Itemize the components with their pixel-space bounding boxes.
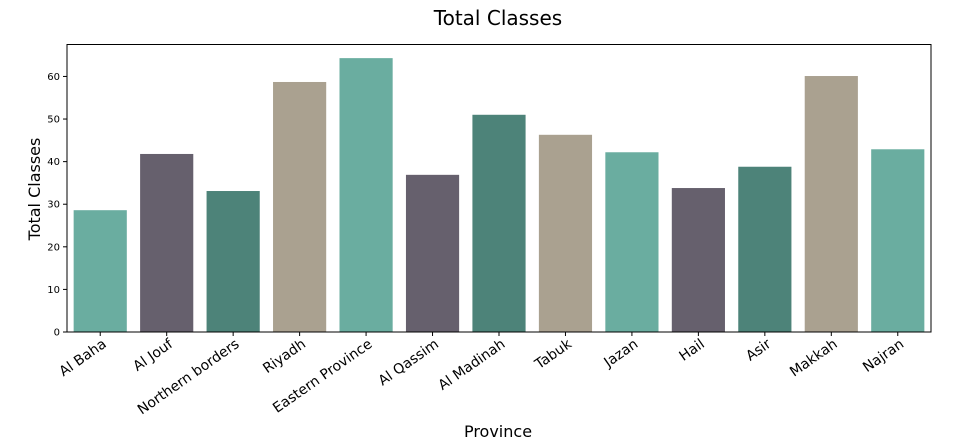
y-tick-label: 10 <box>47 285 60 296</box>
bar-northern-borders <box>206 191 260 332</box>
x-tick-label: Hail <box>676 336 707 365</box>
bar-al-qassim <box>405 174 460 332</box>
y-tick-label: 30 <box>47 200 60 211</box>
x-tick-label: Najran <box>860 336 907 376</box>
x-tick-label: Tabuk <box>531 336 575 374</box>
x-tick-label: Al Qassim <box>376 336 442 389</box>
x-tick-label: Al Madinah <box>435 336 508 394</box>
y-tick-label: 0 <box>54 328 60 339</box>
bar-al-jouf <box>140 153 194 332</box>
bar-al-madinah <box>472 114 526 333</box>
x-axis-title: Province <box>464 422 532 441</box>
bar-al-baha <box>73 210 127 332</box>
x-tick-label: Asir <box>743 336 774 364</box>
y-tick-label: 40 <box>47 157 60 168</box>
y-tick-label: 50 <box>47 115 60 126</box>
x-tick-label: Al Baha <box>56 336 109 380</box>
bar-eastern-province <box>339 58 393 332</box>
plot-frame <box>66 44 932 333</box>
y-axis-title: Total Classes <box>25 138 44 242</box>
x-tick-label: Jazan <box>600 336 641 371</box>
bar-makkah <box>804 76 858 332</box>
bar-najran <box>871 149 925 332</box>
x-tick-label: Makkah <box>787 336 840 380</box>
bar-hail <box>671 188 725 332</box>
bar-tabuk <box>538 134 593 332</box>
chart-title: Total Classes <box>433 6 562 30</box>
bar-jazan <box>605 152 659 332</box>
y-tick-label: 60 <box>47 72 60 83</box>
bar-asir <box>738 166 792 332</box>
x-tick-label: Riyadh <box>260 336 309 377</box>
y-axis: 0 10 20 30 40 50 60 <box>47 72 67 339</box>
y-tick-label: 20 <box>47 242 60 253</box>
bars-layer <box>73 58 925 333</box>
x-tick-label: Al Jouf <box>130 336 176 375</box>
bar-riyadh <box>273 81 327 333</box>
